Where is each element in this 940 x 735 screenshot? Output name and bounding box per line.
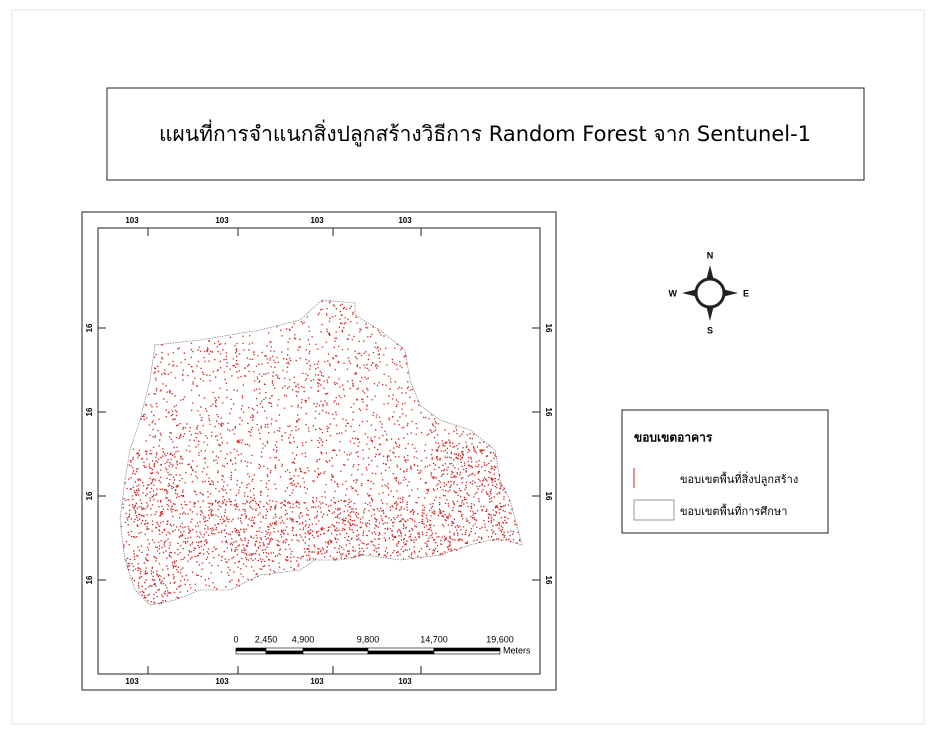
graticule-label: 16 <box>85 491 94 500</box>
compass-s: S <box>707 325 713 335</box>
scale-label: 4,900 <box>292 634 315 644</box>
graticule-label: 16 <box>544 576 553 585</box>
scale-segment <box>303 648 368 651</box>
compass-n: N <box>707 250 714 260</box>
scale-segment <box>434 651 500 654</box>
graticule-label: 103 <box>310 677 324 686</box>
graticule-label: 103 <box>310 216 324 225</box>
scale-segment <box>236 648 266 651</box>
graticule-label: 16 <box>544 324 553 333</box>
compass-w: W <box>669 288 678 298</box>
scale-label: 0 <box>233 634 238 644</box>
page-frame <box>12 10 924 724</box>
map-layout: แผนที่การจำแนกสิ่งปลูกสร้างวิธีการ Rando… <box>0 0 940 731</box>
scale-segment <box>303 651 368 654</box>
scale-segment <box>236 651 266 654</box>
graticule-label: 16 <box>544 408 553 417</box>
scale-label: 2,450 <box>255 634 278 644</box>
graticule-label: 16 <box>85 407 94 416</box>
legend-item: ขอบเขตพื้นที่การศึกษา <box>680 503 787 518</box>
legend-title: ขอบเขตอาคาร <box>634 431 713 445</box>
map-title: แผนที่การจำแนกสิ่งปลูกสร้างวิธีการ Rando… <box>159 119 811 147</box>
graticule-label: 103 <box>398 216 412 225</box>
graticule-label: 103 <box>215 216 229 225</box>
scale-segment <box>434 648 500 651</box>
scale-label: 14,700 <box>420 634 448 644</box>
graticule-label: 103 <box>125 216 139 225</box>
graticule-label: 16 <box>544 492 553 501</box>
scale-label: 9,800 <box>357 634 380 644</box>
compass-e: E <box>743 288 749 298</box>
graticule-label: 103 <box>215 677 229 686</box>
graticule-label: 16 <box>85 323 94 332</box>
scale-segment <box>368 648 434 651</box>
scale-segment <box>266 651 303 654</box>
graticule-label: 103 <box>398 677 412 686</box>
graticule-label: 103 <box>125 677 139 686</box>
scale-segment <box>266 648 303 651</box>
graticule-label: 16 <box>85 575 94 584</box>
legend-swatch <box>634 500 674 520</box>
scale-segment <box>368 651 434 654</box>
scale-unit: Meters <box>503 645 531 655</box>
legend-item: ขอบเขตพื้นที่สิ่งปลูกสร้าง <box>680 471 798 486</box>
legend: ขอบเขตอาคาร ขอบเขตพื้นที่สิ่งปลูกสร้าง ข… <box>622 410 828 533</box>
scale-label: 19,600 <box>486 634 514 644</box>
